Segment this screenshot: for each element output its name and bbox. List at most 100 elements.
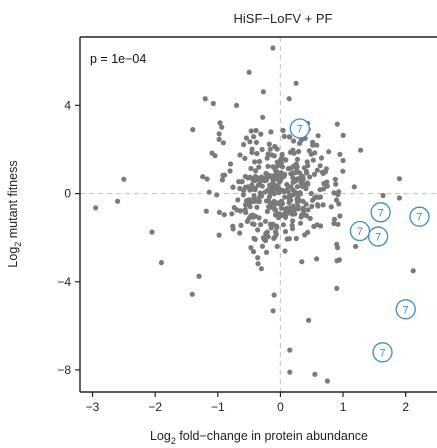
data-point bbox=[237, 152, 243, 158]
data-point bbox=[306, 317, 312, 323]
data-point bbox=[333, 181, 339, 187]
data-point bbox=[282, 214, 289, 220]
data-point bbox=[286, 134, 292, 140]
data-point bbox=[278, 205, 284, 211]
x-axis-title: Log2 fold−change in protein abundance bbox=[150, 429, 368, 446]
y-tick-label: −4 bbox=[57, 275, 71, 289]
data-point bbox=[256, 164, 262, 170]
data-point bbox=[283, 157, 289, 163]
data-point bbox=[301, 212, 307, 218]
data-points bbox=[93, 45, 416, 384]
highlight-points: 77 77 777 bbox=[289, 118, 430, 363]
data-point bbox=[264, 208, 270, 214]
data-point bbox=[253, 139, 259, 145]
data-point bbox=[331, 190, 337, 196]
data-point bbox=[333, 197, 340, 203]
highlight-point: 7 bbox=[349, 220, 371, 242]
data-point bbox=[249, 176, 255, 182]
data-point bbox=[263, 249, 270, 255]
data-point bbox=[324, 378, 330, 384]
data-point bbox=[216, 131, 222, 137]
data-point bbox=[276, 190, 282, 196]
data-point bbox=[258, 193, 265, 199]
data-point bbox=[272, 143, 278, 150]
data-point bbox=[300, 198, 306, 204]
data-point bbox=[248, 128, 254, 134]
data-point bbox=[328, 204, 334, 210]
data-point bbox=[255, 255, 261, 261]
data-point bbox=[280, 127, 286, 133]
data-point bbox=[314, 167, 320, 173]
data-point bbox=[326, 149, 332, 155]
data-point bbox=[318, 155, 325, 161]
data-point bbox=[301, 165, 307, 171]
data-point bbox=[289, 226, 296, 232]
data-point bbox=[235, 197, 241, 203]
data-point bbox=[268, 200, 274, 207]
data-point bbox=[340, 168, 346, 174]
data-point bbox=[337, 213, 343, 219]
data-point bbox=[288, 165, 294, 171]
highlight-label: 7 bbox=[379, 347, 385, 359]
highlight-marker bbox=[289, 118, 310, 139]
data-point bbox=[293, 163, 299, 169]
data-point bbox=[332, 176, 338, 182]
data-point bbox=[293, 235, 299, 242]
data-point bbox=[243, 135, 249, 141]
data-point bbox=[245, 175, 251, 181]
highlight-label: 7 bbox=[357, 226, 363, 238]
data-point bbox=[276, 179, 282, 185]
data-point bbox=[311, 171, 318, 177]
data-point bbox=[233, 102, 240, 108]
data-point bbox=[295, 203, 301, 210]
data-point bbox=[249, 221, 256, 227]
data-point bbox=[294, 184, 300, 190]
data-point bbox=[217, 120, 223, 126]
data-point bbox=[238, 222, 244, 228]
highlight-marker bbox=[372, 342, 393, 363]
data-point bbox=[296, 197, 302, 203]
data-point bbox=[271, 153, 277, 159]
data-point bbox=[284, 236, 290, 242]
data-point bbox=[114, 198, 121, 204]
data-point bbox=[331, 220, 337, 227]
data-point bbox=[209, 150, 215, 156]
data-point bbox=[202, 96, 208, 102]
data-point bbox=[320, 170, 326, 176]
data-point bbox=[303, 186, 309, 192]
data-point bbox=[305, 207, 311, 213]
data-point bbox=[265, 163, 271, 169]
data-point bbox=[336, 189, 342, 195]
data-point bbox=[298, 180, 304, 186]
data-point bbox=[290, 218, 296, 224]
data-point bbox=[248, 165, 254, 172]
data-point bbox=[309, 197, 316, 203]
data-point bbox=[258, 131, 264, 137]
data-point bbox=[264, 174, 270, 180]
data-point bbox=[258, 266, 264, 272]
data-point bbox=[315, 133, 321, 139]
data-point bbox=[270, 308, 276, 314]
data-point bbox=[320, 202, 326, 208]
highlight-point: 7 bbox=[289, 118, 310, 139]
data-point bbox=[279, 173, 285, 179]
y-axis-title: Log2 mutant fitness bbox=[6, 160, 23, 267]
data-point bbox=[306, 148, 312, 154]
data-point bbox=[307, 215, 313, 221]
data-point bbox=[259, 174, 265, 180]
data-point bbox=[296, 148, 302, 155]
data-point bbox=[288, 171, 295, 177]
data-point bbox=[291, 150, 297, 156]
data-point bbox=[312, 150, 318, 156]
data-point bbox=[304, 180, 311, 186]
data-point bbox=[290, 179, 296, 185]
x-tick-label: 2 bbox=[402, 400, 409, 414]
highlight-marker bbox=[409, 206, 430, 227]
data-point bbox=[315, 202, 321, 208]
data-point bbox=[273, 168, 280, 174]
data-point bbox=[252, 236, 258, 242]
highlight-label: 7 bbox=[378, 207, 384, 219]
data-point bbox=[256, 199, 262, 205]
axes: −3 −2 −1 0 1 2 −8 −4 0 4 bbox=[57, 36, 437, 414]
data-point bbox=[216, 136, 222, 142]
